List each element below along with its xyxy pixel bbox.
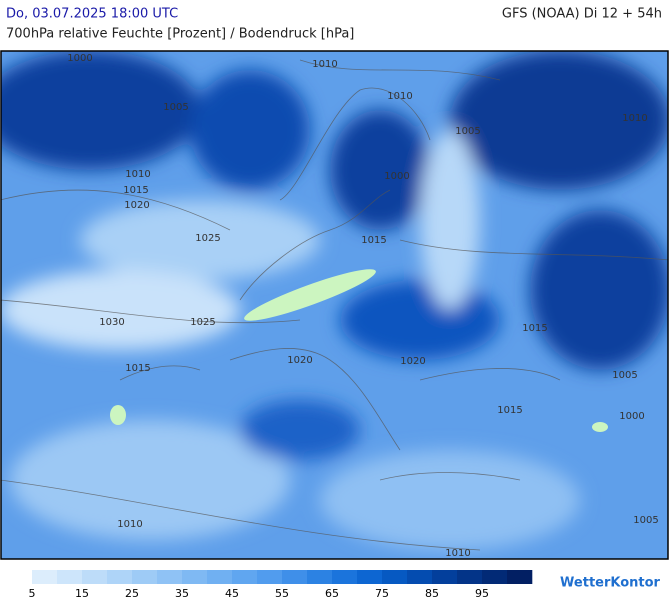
legend-tick-label: 35 — [175, 587, 189, 600]
isobar-label: 1005 — [163, 102, 188, 113]
isobar-label: 1020 — [124, 200, 149, 211]
isobar-label: 1010 — [125, 169, 150, 180]
isobar-label: 1015 — [125, 363, 150, 374]
isobar-label: 1000 — [67, 53, 92, 64]
legend-tick-label: 15 — [75, 587, 89, 600]
legend-swatch — [307, 570, 333, 584]
legend-tick-label: 65 — [325, 587, 339, 600]
legend-tick-label: 95 — [475, 587, 489, 600]
humidity-field — [1, 51, 668, 550]
coastlines — [1, 59, 668, 551]
legend-swatch — [357, 570, 383, 584]
isobar-label: 1015 — [497, 405, 522, 416]
isobar-labels: 1000 1005 1010 1015 1020 1025 1030 1025 1010 1010… — [67, 53, 658, 559]
isobar-label: 1000 — [619, 411, 644, 422]
valid-time: Do, 03.07.2025 18:00 UTC — [6, 7, 178, 22]
legend-swatch — [382, 570, 408, 584]
isobar-label: 1010 — [387, 91, 412, 102]
isobar-label: 1010 — [445, 548, 470, 559]
legend-swatch — [32, 570, 58, 584]
legend-swatch — [457, 570, 483, 584]
legend-swatch — [182, 570, 208, 584]
isobar-label: 1015 — [522, 323, 547, 334]
legend-swatch — [57, 570, 83, 584]
isobar-label: 1005 — [455, 126, 480, 137]
legend-swatch — [332, 570, 358, 584]
logo: WetterKontor — [560, 576, 661, 591]
saturation-patch — [592, 422, 608, 432]
legend-tick-label: 45 — [225, 587, 239, 600]
legend-swatch — [282, 570, 308, 584]
isobar-label: 1010 — [117, 519, 142, 530]
legend-tick-label: 25 — [125, 587, 139, 600]
isobar-label: 1010 — [312, 59, 337, 70]
isobar-label: 1025 — [190, 317, 215, 328]
legend-swatch — [257, 570, 283, 584]
legend-swatch — [232, 570, 258, 584]
legend-swatch — [82, 570, 108, 584]
saturation-patch — [244, 269, 376, 321]
legend-swatch — [407, 570, 433, 584]
legend-tick-label: 5 — [29, 587, 36, 600]
legend-swatch — [482, 570, 508, 584]
legend-swatch — [432, 570, 458, 584]
legend-swatch — [157, 570, 183, 584]
isobar-label: 1020 — [287, 355, 312, 366]
legend-swatch — [132, 570, 158, 584]
legend-swatch — [507, 570, 533, 584]
isobar-label: 1020 — [400, 356, 425, 367]
map-frame — [0, 50, 669, 560]
isobar-label: 1005 — [633, 515, 658, 526]
isobar-label: 1000 — [384, 171, 409, 182]
model-run: GFS (NOAA) Di 12 + 54h — [502, 7, 662, 22]
isobar-label: 1005 — [612, 370, 637, 381]
legend: 5 15 25 35 45 55 65 75 85 95 — [29, 570, 533, 600]
isobar-label: 1030 — [99, 317, 124, 328]
isobar-label: 1015 — [123, 185, 148, 196]
map: 1000 1005 1010 1015 1020 1025 1030 1025 1010 1010… — [1, 51, 668, 559]
subtitle: 700hPa relative Feuchte [Prozent] / Bode… — [6, 27, 354, 42]
legend-tick-label: 75 — [375, 587, 389, 600]
legend-swatch — [207, 570, 233, 584]
isobar-label: 1015 — [361, 235, 386, 246]
legend-tick-label: 55 — [275, 587, 289, 600]
legend-swatch — [107, 570, 133, 584]
isobar-label: 1010 — [622, 113, 647, 124]
legend-tick-label: 85 — [425, 587, 439, 600]
isobar-label: 1025 — [195, 233, 220, 244]
saturation-patch — [110, 405, 126, 425]
